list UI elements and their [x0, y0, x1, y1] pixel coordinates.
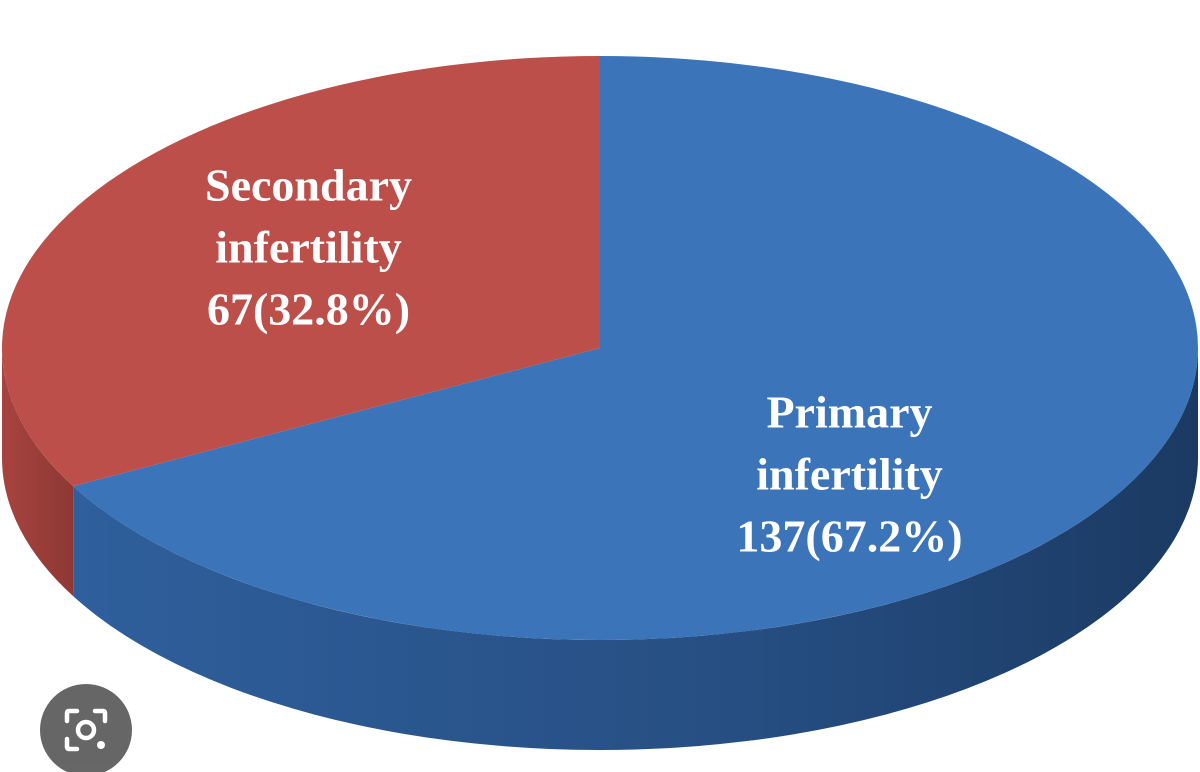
slice-label-line: 67(32.8%): [207, 284, 410, 335]
pie-side-secondary: [2, 348, 74, 597]
slice-label-primary: Primary infertility 137(67.2%): [736, 386, 962, 561]
slice-label-line: Secondary: [205, 160, 412, 211]
slice-label-line: infertility: [215, 222, 402, 273]
pie-tops: [1, 56, 1199, 640]
slice-label-line: Primary: [766, 386, 932, 437]
pie-slice-primary: [73, 56, 1199, 640]
pie-side-primary: [73, 348, 1199, 750]
pie-labels: Primary infertility 137(67.2%) Secondary inf…: [205, 160, 963, 562]
slice-label-secondary: Secondary infertility 67(32.8%): [205, 160, 412, 335]
lens-icon: [64, 708, 108, 752]
lens-button[interactable]: [40, 684, 132, 772]
slice-label-line: infertility: [756, 448, 943, 499]
pie-slice-secondary: [1, 56, 600, 487]
pie-sides: [2, 348, 1199, 750]
slice-label-line: 137(67.2%): [736, 510, 962, 561]
